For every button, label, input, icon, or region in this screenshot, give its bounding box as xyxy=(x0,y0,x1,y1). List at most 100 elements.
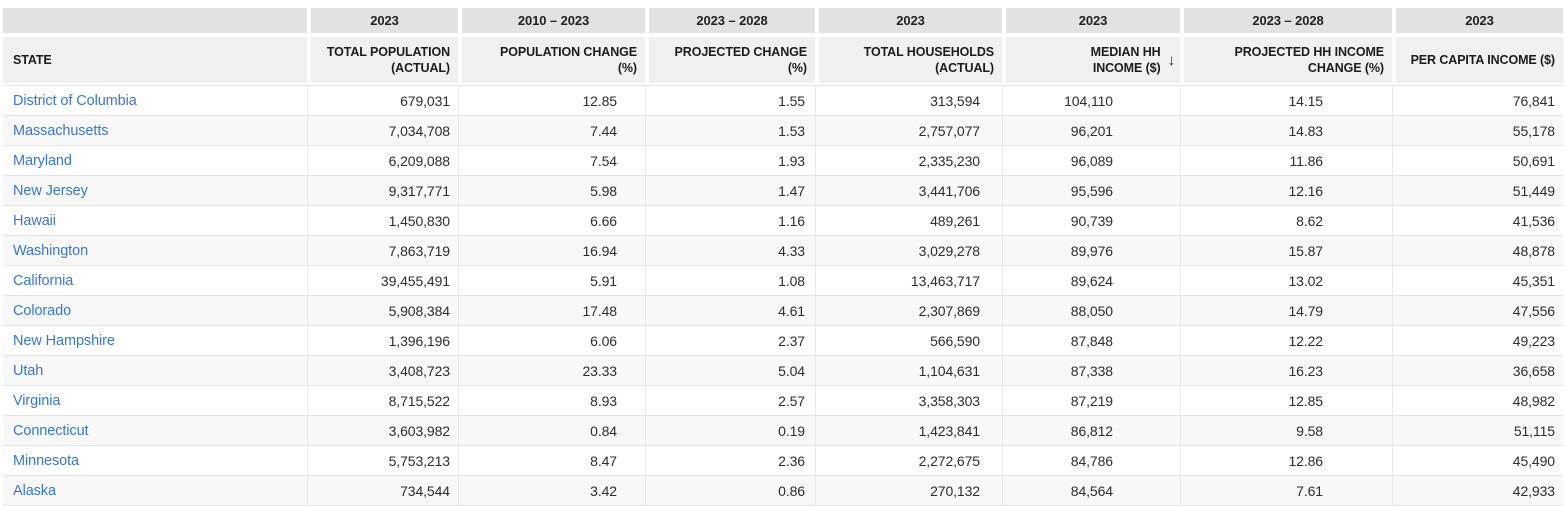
column-header-label: PER CAPITA INCOME ($) xyxy=(1410,52,1556,67)
cell-total-population-actual: 679,031 xyxy=(307,86,458,115)
cell-per-capita-income: 48,982 xyxy=(1392,386,1563,415)
table-row: District of Columbia 679,031 12.85 1.55 313,… xyxy=(3,86,1563,116)
cell-total-households-actual: 13,463,717 xyxy=(815,266,1002,295)
state-link[interactable]: Alaska xyxy=(13,482,56,499)
column-header-label: MEDIAN HH INCOME ($) xyxy=(1090,44,1161,75)
cell-projected-change: 0.19 xyxy=(645,416,815,445)
cell-per-capita-income: 51,449 xyxy=(1392,176,1563,205)
cell-state: New Jersey xyxy=(3,176,307,205)
table-row: Colorado 5,908,384 17.48 4.61 2,307,869 88,05… xyxy=(3,296,1563,326)
cell-median-hh-income: 89,976 xyxy=(1002,236,1180,265)
cell-state: Massachusetts xyxy=(3,116,307,145)
column-header-projected-change[interactable]: PROJECTED CHANGE (%) xyxy=(645,37,815,83)
cell-total-households-actual: 3,029,278 xyxy=(815,236,1002,265)
cell-total-households-actual: 1,423,841 xyxy=(815,416,1002,445)
column-header-total-households-actual[interactable]: TOTAL HOUSEHOLDS (ACTUAL) xyxy=(815,37,1002,83)
cell-total-population-actual: 9,317,771 xyxy=(307,176,458,205)
cell-per-capita-income: 45,490 xyxy=(1392,446,1563,475)
column-header-projected-hh-income-change[interactable]: PROJECTED HH INCOME CHANGE (%) xyxy=(1180,37,1392,83)
cell-population-change: 17.48 xyxy=(458,296,645,325)
cell-state: Maryland xyxy=(3,146,307,175)
cell-projected-hh-income-change: 16.23 xyxy=(1180,356,1392,385)
cell-total-population-actual: 6,209,088 xyxy=(307,146,458,175)
column-header-label: PROJECTED CHANGE (%) xyxy=(674,44,808,75)
column-header-label: POPULATION CHANGE (%) xyxy=(500,44,637,75)
cell-projected-hh-income-change: 12.16 xyxy=(1180,176,1392,205)
table-row: Alaska 734,544 3.42 0.86 270,132 84,564 7.61 42… xyxy=(3,476,1563,506)
cell-per-capita-income: 41,536 xyxy=(1392,206,1563,235)
cell-projected-hh-income-change: 8.62 xyxy=(1180,206,1392,235)
cell-population-change: 6.66 xyxy=(458,206,645,235)
cell-total-population-actual: 8,715,522 xyxy=(307,386,458,415)
cell-projected-hh-income-change: 7.61 xyxy=(1180,476,1392,505)
cell-projected-hh-income-change: 12.86 xyxy=(1180,446,1392,475)
cell-projected-change: 1.55 xyxy=(645,86,815,115)
cell-projected-hh-income-change: 14.83 xyxy=(1180,116,1392,145)
state-link[interactable]: Connecticut xyxy=(13,422,89,439)
cell-total-population-actual: 7,863,719 xyxy=(307,236,458,265)
cell-total-population-actual: 5,753,213 xyxy=(307,446,458,475)
cell-median-hh-income: 90,739 xyxy=(1002,206,1180,235)
cell-median-hh-income: 89,624 xyxy=(1002,266,1180,295)
state-link[interactable]: Minnesota xyxy=(13,452,79,469)
cell-state: California xyxy=(3,266,307,295)
table-row: Virginia 8,715,522 8.93 2.57 3,358,303 87,219… xyxy=(3,386,1563,416)
column-header-total-population-actual[interactable]: TOTAL POPULATION (ACTUAL) xyxy=(307,37,458,83)
column-header-state[interactable]: STATE xyxy=(3,37,307,83)
state-link[interactable]: Maryland xyxy=(13,152,72,169)
cell-median-hh-income: 87,848 xyxy=(1002,326,1180,355)
cell-total-households-actual: 1,104,631 xyxy=(815,356,1002,385)
state-link[interactable]: District of Columbia xyxy=(13,92,137,109)
cell-total-households-actual: 3,441,706 xyxy=(815,176,1002,205)
table-row: New Hampshire 1,396,196 6.06 2.37 566,590 87,… xyxy=(3,326,1563,356)
cell-total-population-actual: 1,396,196 xyxy=(307,326,458,355)
state-link[interactable]: Hawaii xyxy=(13,212,56,229)
cell-total-population-actual: 3,408,723 xyxy=(307,356,458,385)
cell-projected-change: 1.93 xyxy=(645,146,815,175)
cell-median-hh-income: 88,050 xyxy=(1002,296,1180,325)
cell-total-population-actual: 7,034,708 xyxy=(307,116,458,145)
column-header-population-change[interactable]: POPULATION CHANGE (%) xyxy=(458,37,645,83)
cell-projected-change: 1.16 xyxy=(645,206,815,235)
cell-per-capita-income: 49,223 xyxy=(1392,326,1563,355)
cell-population-change: 8.47 xyxy=(458,446,645,475)
cell-total-households-actual: 489,261 xyxy=(815,206,1002,235)
cell-population-change: 5.91 xyxy=(458,266,645,295)
state-link[interactable]: Colorado xyxy=(13,302,72,319)
state-link[interactable]: New Jersey xyxy=(13,182,88,199)
column-header-median-hh-income[interactable]: MEDIAN HH INCOME ($) ↓ xyxy=(1002,37,1180,83)
table-row: Utah 3,408,723 23.33 5.04 1,104,631 87,338 16.… xyxy=(3,356,1563,386)
cell-median-hh-income: 84,786 xyxy=(1002,446,1180,475)
cell-projected-change: 2.36 xyxy=(645,446,815,475)
cell-total-households-actual: 270,132 xyxy=(815,476,1002,505)
cell-median-hh-income: 87,338 xyxy=(1002,356,1180,385)
state-link[interactable]: Utah xyxy=(13,362,44,379)
cell-state: District of Columbia xyxy=(3,86,307,115)
cell-projected-change: 4.61 xyxy=(645,296,815,325)
cell-state: Utah xyxy=(3,356,307,385)
cell-per-capita-income: 51,115 xyxy=(1392,416,1563,445)
cell-total-households-actual: 2,757,077 xyxy=(815,116,1002,145)
period-header-row: 2023 2010 – 2023 2023 – 2028 2023 2023 2023 –… xyxy=(3,8,1563,33)
cell-total-households-actual: 2,335,230 xyxy=(815,146,1002,175)
cell-population-change: 5.98 xyxy=(458,176,645,205)
cell-state: Connecticut xyxy=(3,416,307,445)
cell-total-population-actual: 1,450,830 xyxy=(307,206,458,235)
cell-total-households-actual: 3,358,303 xyxy=(815,386,1002,415)
period-header-median-hh: 2023 xyxy=(1002,8,1180,33)
state-link[interactable]: New Hampshire xyxy=(13,332,115,349)
sort-descending-icon: ↓ xyxy=(1167,51,1176,69)
cell-total-households-actual: 2,272,675 xyxy=(815,446,1002,475)
state-link[interactable]: Virginia xyxy=(13,392,61,409)
column-header-per-capita-income[interactable]: PER CAPITA INCOME ($) xyxy=(1392,37,1563,83)
state-link[interactable]: Washington xyxy=(13,242,89,259)
cell-total-population-actual: 3,603,982 xyxy=(307,416,458,445)
cell-total-households-actual: 566,590 xyxy=(815,326,1002,355)
cell-projected-change: 4.33 xyxy=(645,236,815,265)
cell-per-capita-income: 50,691 xyxy=(1392,146,1563,175)
state-link[interactable]: Massachusetts xyxy=(13,122,109,139)
state-link[interactable]: California xyxy=(13,272,74,289)
cell-population-change: 23.33 xyxy=(458,356,645,385)
cell-state: Colorado xyxy=(3,296,307,325)
cell-total-population-actual: 39,455,491 xyxy=(307,266,458,295)
